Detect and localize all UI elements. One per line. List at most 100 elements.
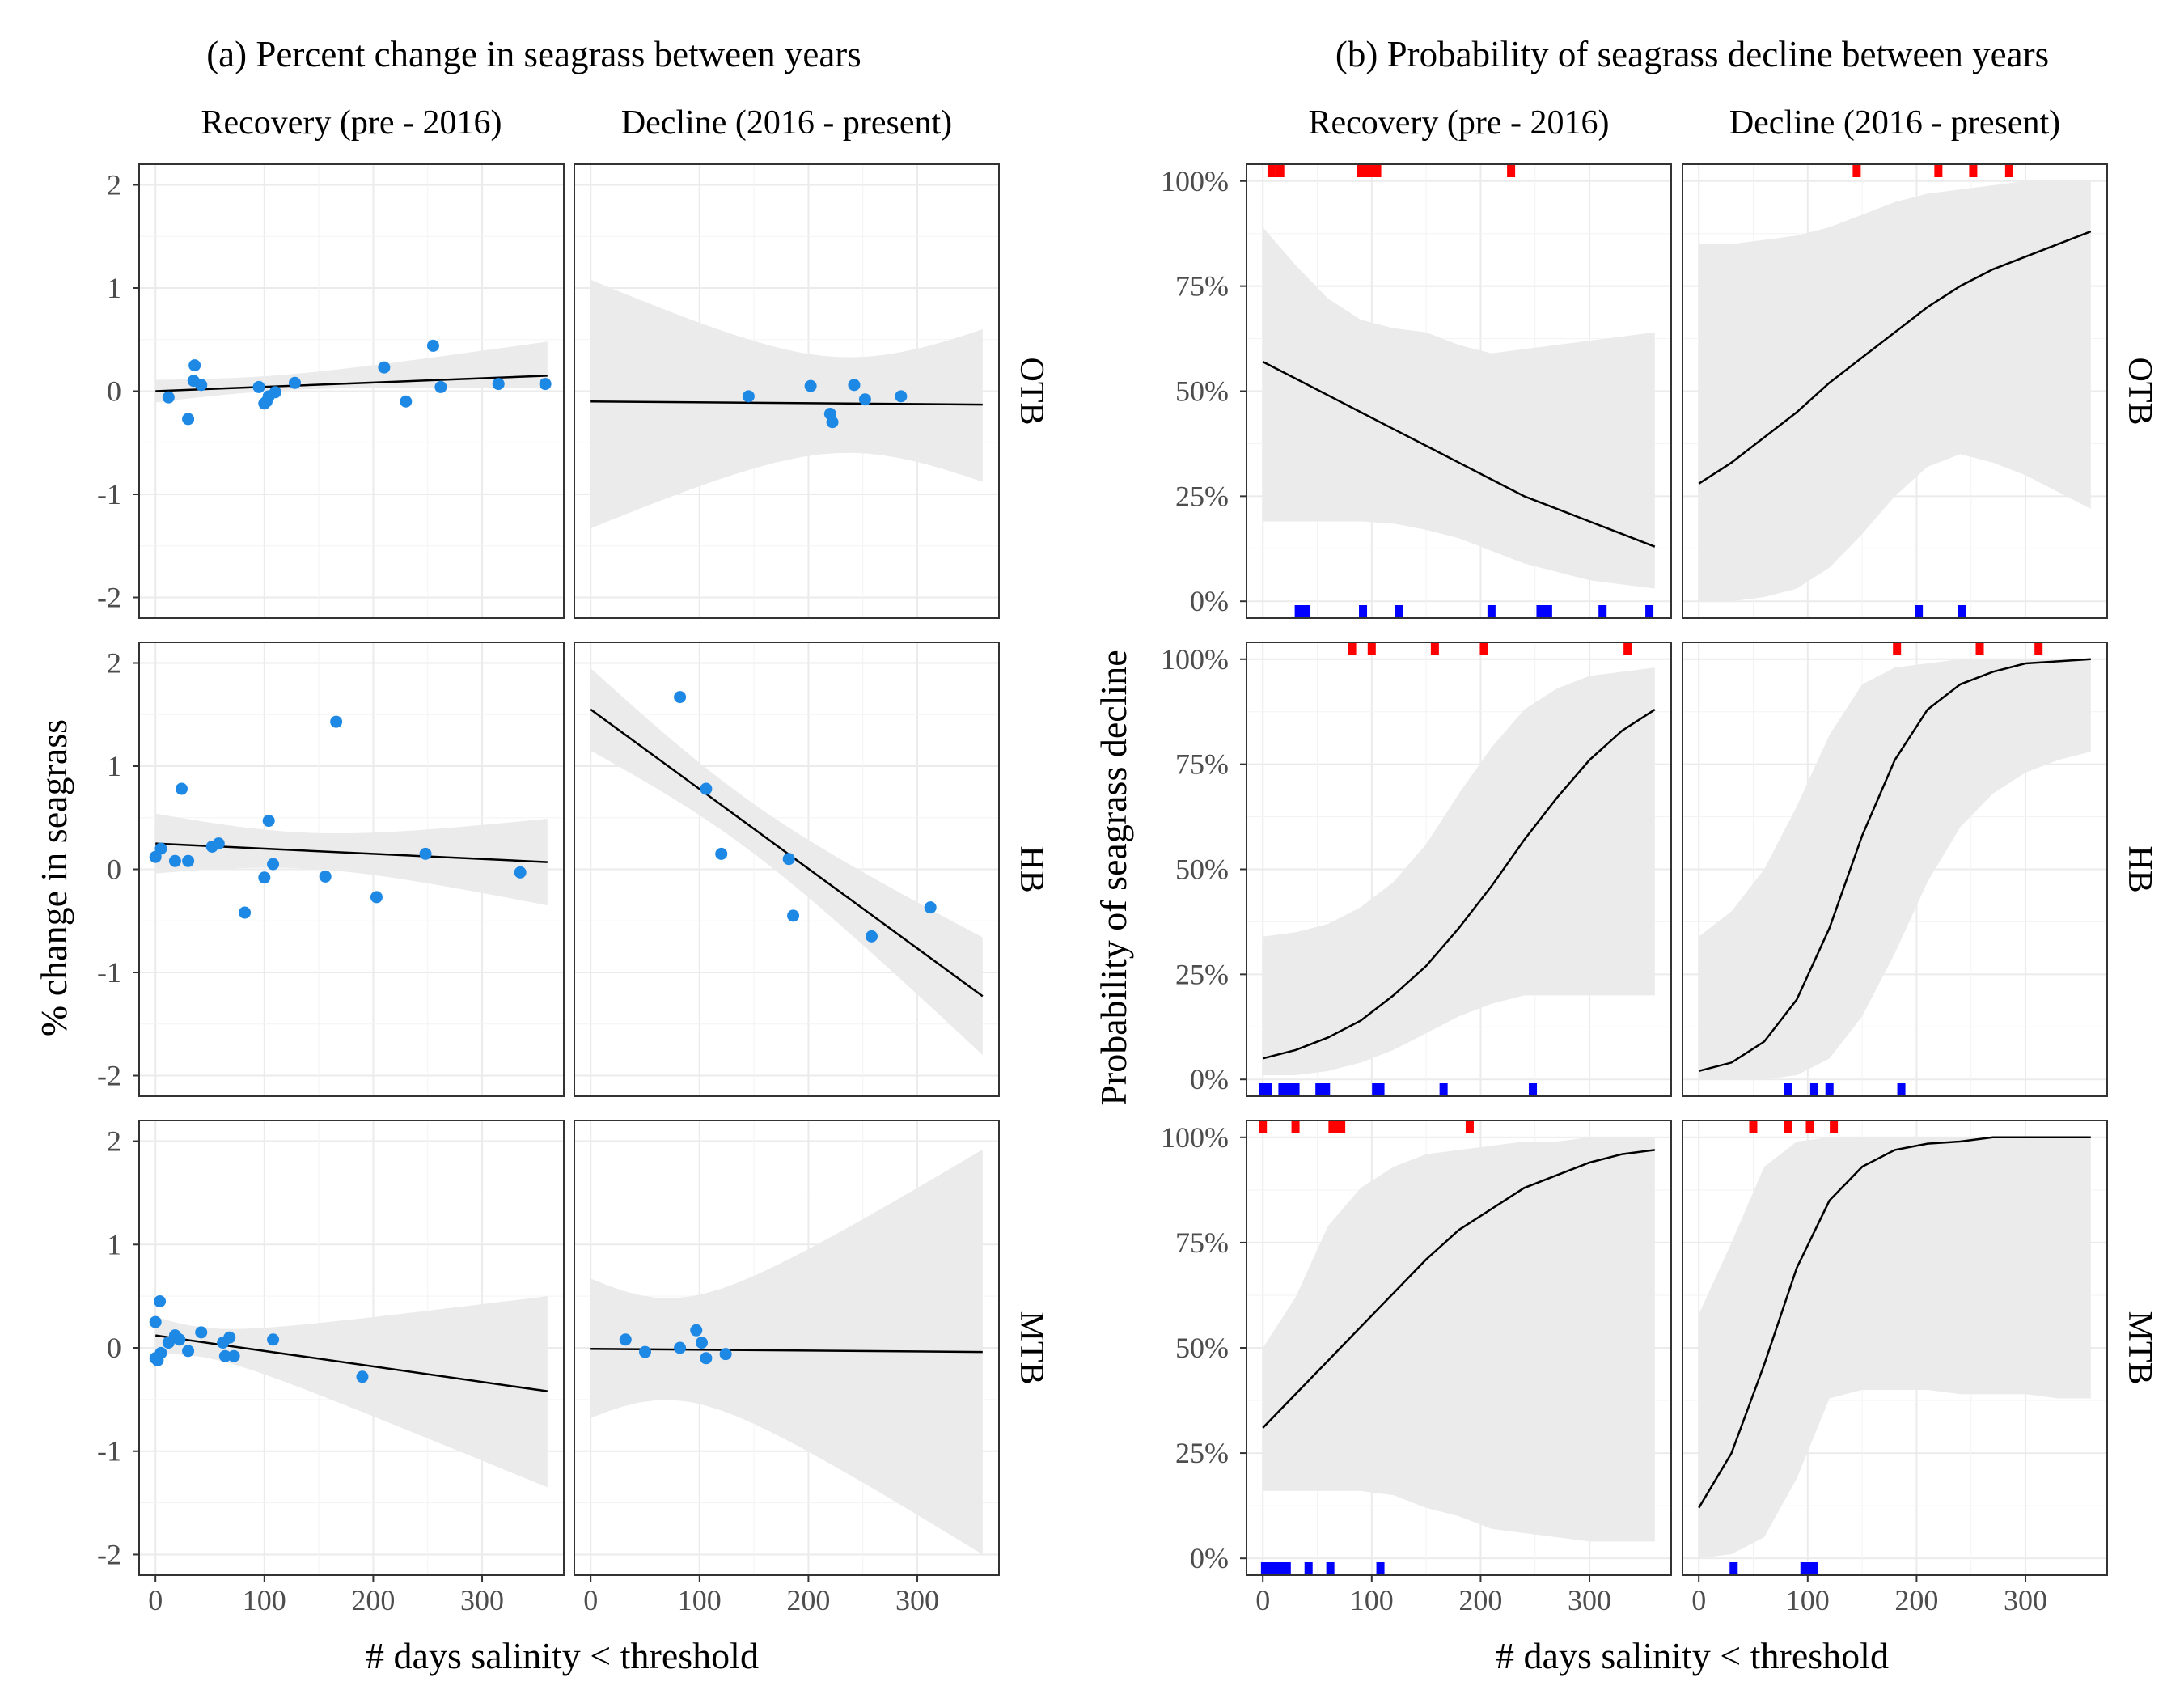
data-point	[330, 715, 343, 728]
facet-col-label-a-1: Recovery (pre - 2016)	[201, 104, 502, 142]
facet-a-hb-recovery: 2 1 0 -1 -2	[97, 642, 565, 1097]
y-tick-label: 75%	[1175, 748, 1229, 781]
data-point	[700, 1352, 713, 1365]
rug-no-decline	[1322, 1083, 1331, 1096]
facet-b-mtb-recovery: 100% 75% 50% 25% 0% 0 100 200 300	[1161, 1120, 1672, 1616]
data-point	[319, 870, 332, 883]
facet-row-label-a-mtb: MTB	[1013, 1311, 1050, 1384]
rug-no-decline	[1278, 1562, 1287, 1575]
data-point	[742, 390, 755, 403]
rug-no-decline	[1315, 1083, 1324, 1096]
data-point	[289, 376, 301, 389]
facet-col-label-b-1: Recovery (pre - 2016)	[1308, 104, 1609, 142]
data-point	[719, 1348, 732, 1361]
confidence-band	[1263, 667, 1655, 1076]
rug-no-decline	[1291, 1083, 1300, 1096]
data-point	[700, 782, 713, 795]
facet-a-otb-decline	[574, 163, 1000, 619]
rug-no-decline	[1259, 1083, 1268, 1096]
y-tick-label: 75%	[1175, 1226, 1229, 1259]
data-point	[539, 378, 552, 391]
data-point	[639, 1345, 651, 1358]
rug-decline	[1934, 164, 1943, 177]
y-tick-label: 1	[107, 750, 121, 782]
rug-no-decline	[1372, 1083, 1381, 1096]
y-tick-label: 2	[107, 1125, 121, 1158]
y-tick-label: 2	[107, 169, 121, 201]
facet-b-hb-decline	[1682, 642, 2108, 1097]
y-tick-label: 25%	[1175, 1437, 1229, 1469]
confidence-band	[1699, 659, 2091, 1080]
data-point	[782, 853, 795, 866]
confidence-band	[1699, 1137, 2091, 1559]
rug-no-decline	[1302, 605, 1311, 618]
y-tick-label: -2	[97, 582, 121, 614]
data-point	[492, 378, 505, 391]
x-tick-label: 200	[1458, 1584, 1502, 1616]
data-point	[400, 395, 413, 408]
rug-decline	[1373, 164, 1382, 177]
data-point	[269, 386, 281, 399]
facet-col-label-a-2: Decline (2016 - present)	[621, 104, 952, 142]
rug-decline	[1805, 1121, 1814, 1133]
rug-decline	[1830, 1121, 1839, 1133]
confidence-band	[155, 341, 548, 403]
facet-b-otb-recovery: 100% 75% 50% 25% 0%	[1161, 163, 1672, 619]
facet-row-label-b-mtb: MTB	[2121, 1311, 2158, 1384]
x-tick-label: 300	[1568, 1584, 1611, 1616]
rug-decline	[1332, 1121, 1341, 1133]
facet-b-mtb-decline: 0 100 200 300	[1682, 1120, 2108, 1616]
data-point	[434, 380, 447, 393]
y-tick-label: 100%	[1161, 1121, 1229, 1154]
data-point	[674, 691, 687, 704]
y-tick-label: 50%	[1175, 854, 1229, 886]
regression-line	[590, 708, 984, 998]
panel-border	[574, 163, 1000, 619]
data-point	[173, 1333, 186, 1346]
rug-no-decline	[1272, 1562, 1280, 1575]
data-point	[787, 909, 800, 922]
rug-no-decline	[1543, 605, 1552, 618]
data-point	[262, 815, 275, 828]
data-point	[895, 390, 908, 403]
data-point	[514, 866, 527, 879]
data-point	[162, 391, 175, 404]
x-tick-label: 0	[1255, 1584, 1270, 1616]
panel-border	[574, 642, 1000, 1097]
rug-no-decline	[1359, 605, 1368, 618]
rug-no-decline	[1809, 1083, 1818, 1096]
y-tick-label: 50%	[1175, 375, 1229, 408]
rug-decline	[1893, 642, 1902, 655]
logistic-fit-line	[1262, 360, 1656, 548]
x-tick-label: 100	[678, 1584, 722, 1616]
data-point	[804, 379, 817, 392]
rug-no-decline	[1282, 1562, 1291, 1575]
y-tick-label: -1	[97, 478, 121, 510]
y-tick-label: 25%	[1175, 958, 1229, 990]
data-point	[227, 1349, 240, 1362]
data-point	[690, 1324, 703, 1337]
y-tick-label: 0%	[1190, 1063, 1229, 1095]
y-tick-label: 1	[107, 272, 121, 304]
data-point	[212, 837, 225, 850]
rug-decline	[1362, 164, 1371, 177]
panel-border	[574, 1120, 1000, 1576]
rug-no-decline	[1297, 605, 1306, 618]
x-tick-label: 300	[460, 1584, 504, 1616]
rug-decline	[1367, 642, 1376, 655]
rug-no-decline	[1645, 605, 1654, 618]
rug-decline	[1852, 164, 1861, 177]
rug-no-decline	[1487, 605, 1496, 618]
x-tick-label: 0	[1691, 1584, 1706, 1616]
y-tick-label: 2	[107, 647, 121, 680]
data-point	[182, 413, 195, 426]
data-point	[826, 416, 839, 429]
x-tick-label: 200	[1894, 1584, 1938, 1616]
y-tick-label: 0	[107, 854, 121, 886]
facet-a-mtb-recovery: 2 1 0 -1 -2 0 100 200 300	[97, 1120, 565, 1616]
data-point	[866, 930, 878, 943]
rug-decline	[1465, 1121, 1474, 1133]
data-point	[426, 339, 439, 352]
